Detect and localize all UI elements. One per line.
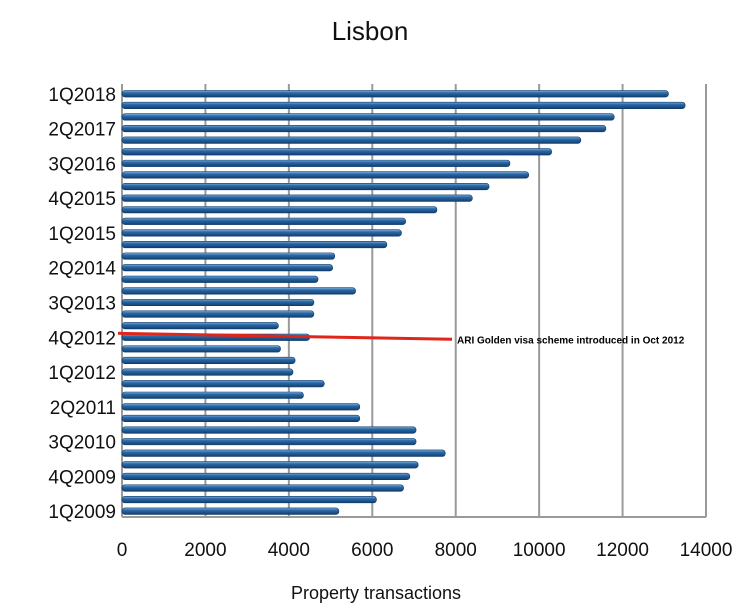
bar-1Q2014 <box>121 275 319 283</box>
y-tick-1Q2012: 1Q2012 <box>48 363 116 384</box>
bar-4Q2013 <box>121 287 356 295</box>
bar-1Q2010 <box>121 461 419 469</box>
bar-4Q2010 <box>121 426 417 434</box>
bar-3Q2009 <box>121 484 404 492</box>
y-tick-2Q2011: 2Q2011 <box>50 398 116 419</box>
bar-2Q2015 <box>121 217 406 225</box>
x-tick-14000: 14000 <box>680 540 733 561</box>
axes <box>121 84 706 518</box>
bar-2Q2011 <box>121 403 361 411</box>
y-tick-2Q2017: 2Q2017 <box>48 120 116 141</box>
bar-4Q2017 <box>121 101 686 109</box>
bar-1Q2011 <box>121 414 361 422</box>
gridlines <box>204 84 707 517</box>
bar-3Q2016 <box>121 159 511 167</box>
bar-1Q2015 <box>121 229 402 237</box>
annotation: ARI Golden visa scheme introduced in Oct… <box>117 331 685 346</box>
y-tick-1Q2009: 1Q2009 <box>48 502 116 523</box>
y-tick-labels: 1Q2009 4Q2009 3Q2010 2Q2011 1Q2012 4Q2012 3Q20… <box>48 85 116 523</box>
bar-3Q2015 <box>121 206 438 214</box>
y-tick-1Q2018: 1Q2018 <box>48 85 116 106</box>
bar-3Q2010 <box>121 438 417 446</box>
bar-2Q2016 <box>121 171 530 179</box>
bar-4Q2009 <box>121 472 411 480</box>
bar-2Q2017 <box>121 125 607 133</box>
y-tick-4Q2015: 4Q2015 <box>48 189 116 210</box>
x-axis-label: Property transactions <box>291 583 461 603</box>
chart-title: Lisbon <box>332 16 409 46</box>
bar-1Q2009 <box>121 507 340 515</box>
bar-4Q2015 <box>121 194 473 202</box>
y-tick-3Q2016: 3Q2016 <box>48 154 116 175</box>
y-tick-3Q2010: 3Q2010 <box>48 433 116 454</box>
bar-4Q2016 <box>121 148 552 156</box>
x-tick-4000: 4000 <box>268 540 310 561</box>
bar-3Q2014 <box>121 252 336 260</box>
bar-2Q2013 <box>121 310 315 318</box>
x-tick-8000: 8000 <box>435 540 477 561</box>
bar-2Q2010 <box>121 449 446 457</box>
y-tick-3Q2013: 3Q2013 <box>48 294 116 315</box>
bar-4Q2011 <box>121 380 325 388</box>
bar-3Q2017 <box>121 113 615 121</box>
bar-1Q2012 <box>121 368 294 376</box>
bar-4Q2014 <box>121 240 388 249</box>
y-tick-2Q2014: 2Q2014 <box>48 259 116 280</box>
bar-1Q2016 <box>121 183 490 191</box>
annotation-line <box>117 331 453 341</box>
x-tick-10000: 10000 <box>513 540 566 561</box>
y-tick-4Q2009: 4Q2009 <box>48 467 116 488</box>
bar-2Q2014 <box>121 264 333 272</box>
bar-3Q2013 <box>121 298 315 307</box>
x-tick-0: 0 <box>117 540 128 561</box>
bar-1Q2013 <box>121 322 279 330</box>
bar-3Q2011 <box>121 391 304 399</box>
annotation-text: ARI Golden visa scheme introduced in Oct… <box>457 335 685 346</box>
x-tick-2000: 2000 <box>184 540 226 561</box>
bar-2Q2009 <box>121 496 377 504</box>
bars <box>121 90 686 515</box>
bar-1Q2017 <box>121 136 582 144</box>
bar-2Q2012 <box>121 356 296 365</box>
x-tick-6000: 6000 <box>351 540 393 561</box>
bar-3Q2012 <box>121 345 281 353</box>
x-tick-12000: 12000 <box>596 540 649 561</box>
y-tick-4Q2012: 4Q2012 <box>48 328 116 349</box>
x-tick-labels: 0 2000 4000 6000 8000 10000 12000 14000 <box>117 540 733 561</box>
bar-1Q2018 <box>121 90 669 98</box>
y-tick-1Q2015: 1Q2015 <box>48 224 116 245</box>
